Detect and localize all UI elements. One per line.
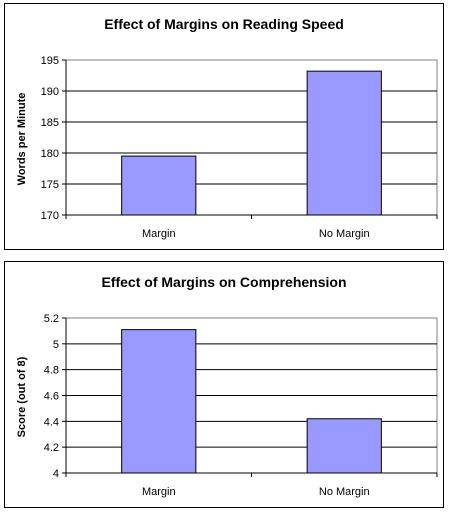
- bar-margin: [121, 329, 197, 474]
- y-tick-label: 4.8: [44, 365, 59, 377]
- y-tick-label: 4: [53, 468, 59, 480]
- chart-title: Effect of Margins on Comprehension: [101, 274, 346, 290]
- x-tick-label: Margin: [142, 486, 176, 498]
- y-axis-label: Words per Minute: [16, 93, 28, 186]
- y-tick-label: 5: [53, 339, 59, 351]
- comprehension-chart: Effect of Margins on Comprehension Score…: [16, 274, 438, 498]
- y-tick-label: 4.2: [44, 442, 59, 454]
- y-tick-label: 5.2: [44, 313, 59, 325]
- x-tick-label: No Margin: [319, 486, 370, 498]
- y-tick-label: 175: [41, 179, 59, 191]
- plot-area: 4 4.2 4.4 4.6 4.8 5 5.2 Margin No Margin: [44, 313, 438, 498]
- reading-speed-chart: Effect of Margins on Reading Speed Words…: [16, 16, 438, 240]
- y-tick-label: 180: [41, 148, 59, 160]
- x-tick-label: No Margin: [319, 228, 370, 240]
- x-tick-label: Margin: [142, 228, 176, 240]
- bar-no-margin: [306, 70, 382, 216]
- y-tick-label: 185: [41, 117, 59, 129]
- bar-margin: [121, 155, 197, 216]
- chart-panel-reading-speed: Effect of Margins on Reading Speed Words…: [4, 3, 444, 250]
- y-tick-label: 4.4: [44, 416, 59, 428]
- chart-panel-comprehension: Effect of Margins on Comprehension Score…: [4, 261, 444, 508]
- bar-no-margin: [306, 418, 382, 474]
- chart-title: Effect of Margins on Reading Speed: [104, 16, 344, 32]
- y-tick-label: 4.6: [44, 391, 59, 403]
- y-tick-label: 195: [41, 55, 59, 67]
- y-tick-label: 170: [41, 210, 59, 222]
- y-axis-label: Score (out of 8): [16, 356, 28, 437]
- y-tick-label: 190: [41, 86, 59, 98]
- plot-area: 170 175 180 185 190 195 Margin No Margin: [41, 55, 438, 240]
